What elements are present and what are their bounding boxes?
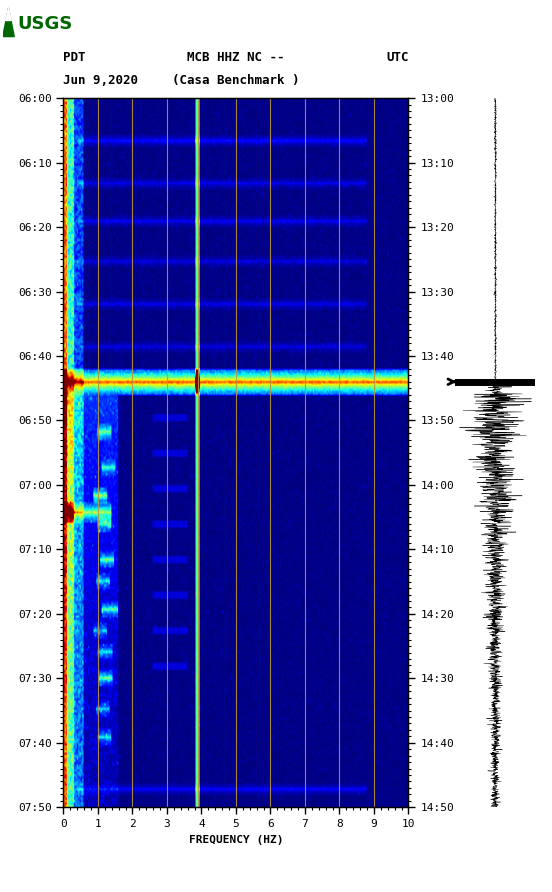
Text: (Casa Benchmark ): (Casa Benchmark ) [172, 74, 300, 87]
Text: MCB HHZ NC --: MCB HHZ NC -- [187, 51, 285, 64]
Text: UTC: UTC [386, 51, 408, 64]
Polygon shape [3, 8, 14, 37]
X-axis label: FREQUENCY (HZ): FREQUENCY (HZ) [189, 835, 283, 845]
Text: USGS: USGS [17, 15, 72, 33]
Text: PDT: PDT [63, 51, 86, 64]
Polygon shape [6, 8, 12, 21]
Text: Jun 9,2020: Jun 9,2020 [63, 74, 139, 87]
